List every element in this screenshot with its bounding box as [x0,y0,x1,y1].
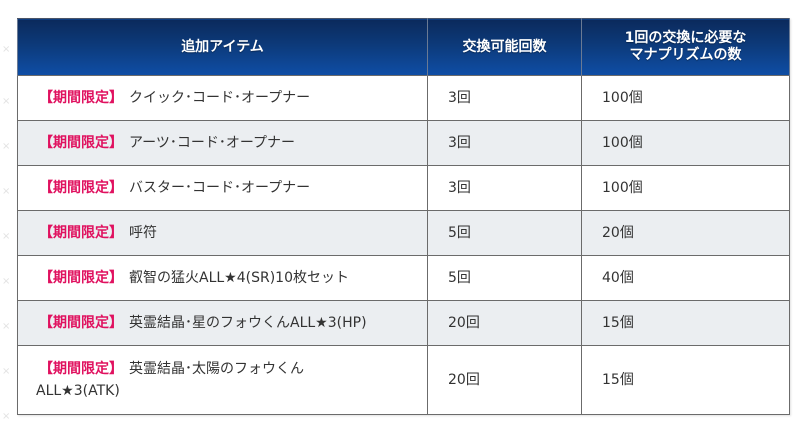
item-name: バスター･コード･オープナー [129,180,311,196]
cross-mark-icon: × [2,44,11,55]
cross-mark-icon: × [2,186,11,197]
item-cell: 【期間限定】 叡智の猛火ALL★4(SR)10枚セット [17,255,428,301]
cross-mark-icon: × [2,96,11,107]
prism-cost-cell: 100個 [581,75,790,121]
cross-mark-icon: × [2,231,11,242]
prism-cost-cell: 40個 [581,255,790,301]
table-row: 【期間限定】 英霊結晶･星のフォウくんALL★3(HP) 20回 15個 [17,300,790,346]
header-item: 追加アイテム [17,18,428,76]
limited-time-tag: 【期間限定】 [39,180,123,196]
header-prism-cost-line1: 1回の交換に必要な [624,30,747,46]
item-cell: 【期間限定】 クイック･コード･オープナー [17,75,428,121]
cross-mark-icon: × [2,366,11,377]
exchange-items-table: 追加アイテム 交換可能回数 1回の交換に必要な マナプリズムの数 【期間限定】ク… [17,18,790,415]
prism-cost-cell: 20個 [581,210,790,256]
prism-cost-cell: 100個 [581,120,790,166]
limited-time-tag: 【期間限定】 [39,90,123,106]
header-prism-cost: 1回の交換に必要な マナプリズムの数 [581,18,790,76]
exchange-count-cell: 5回 [427,255,582,301]
item-name: クイック･コード･オープナー [129,90,311,106]
item-cell: 【期間限定】 英霊結晶･太陽のフォウくん ALL★3(ATK) [17,345,428,415]
item-cell: 【期間限定】 英霊結晶･星のフォウくんALL★3(HP) [17,300,428,346]
item-name: 呼符 [129,225,157,241]
limited-time-tag: 【期間限定】 [39,135,123,151]
item-name-line2: ALL★3(ATK) [36,383,120,399]
table-row: 【期間限定】 叡智の猛火ALL★4(SR)10枚セット 5回 40個 [17,255,790,301]
item-name: 英霊結晶･太陽のフォウくん [129,361,304,377]
prism-cost-cell: 100個 [581,165,790,211]
item-cell: 【期間限定】 呼符 [17,210,428,256]
item-name: アーツ･コード･オープナー [129,135,296,151]
limited-time-tag: 【期間限定】 [39,270,123,286]
limited-time-tag: 【期間限定】 [39,225,123,241]
limited-time-tag: 【期間限定】 [39,315,123,331]
exchange-count-cell: 3回 [427,75,582,121]
item-name: 英霊結晶･星のフォウくんALL★3(HP) [129,315,367,331]
cross-mark-icon: × [2,411,11,422]
exchange-count-cell: 5回 [427,210,582,256]
exchange-count-cell: 3回 [427,165,582,211]
table-header-row: 追加アイテム 交換可能回数 1回の交換に必要な マナプリズムの数 [17,18,790,76]
table-row: 【期間限定】 呼符 5回 20個 [17,210,790,256]
cross-mark-icon: × [2,276,11,287]
item-cell: 【期間限定】 バスター･コード･オープナー [17,165,428,211]
cross-mark-icon: × [2,321,11,332]
item-cell: 【期間限定】 アーツ･コード･オープナー [17,120,428,166]
prism-cost-cell: 15個 [581,345,790,415]
exchange-count-cell: 3回 [427,120,582,166]
table-row: 【期間限定】 バスター･コード･オープナー 3回 100個 [17,165,790,211]
item-name: 叡智の猛火ALL★4(SR)10枚セット [129,270,349,286]
header-prism-cost-line2: マナプリズムの数 [629,47,742,63]
exchange-count-cell: 20回 [427,300,582,346]
limited-time-tag: 【期間限定】 [39,361,123,377]
table-row: 【期間限定】 クイック･コード･オープナー 3回 100個 [17,75,790,121]
table-row: 【期間限定】 英霊結晶･太陽のフォウくん ALL★3(ATK) 20回 15個 [17,345,790,415]
prism-cost-cell: 15個 [581,300,790,346]
exchange-count-cell: 20回 [427,345,582,415]
cross-mark-icon: × [2,141,11,152]
header-exchange-count: 交換可能回数 [427,18,582,76]
table-row: 【期間限定】 アーツ･コード･オープナー 3回 100個 [17,120,790,166]
